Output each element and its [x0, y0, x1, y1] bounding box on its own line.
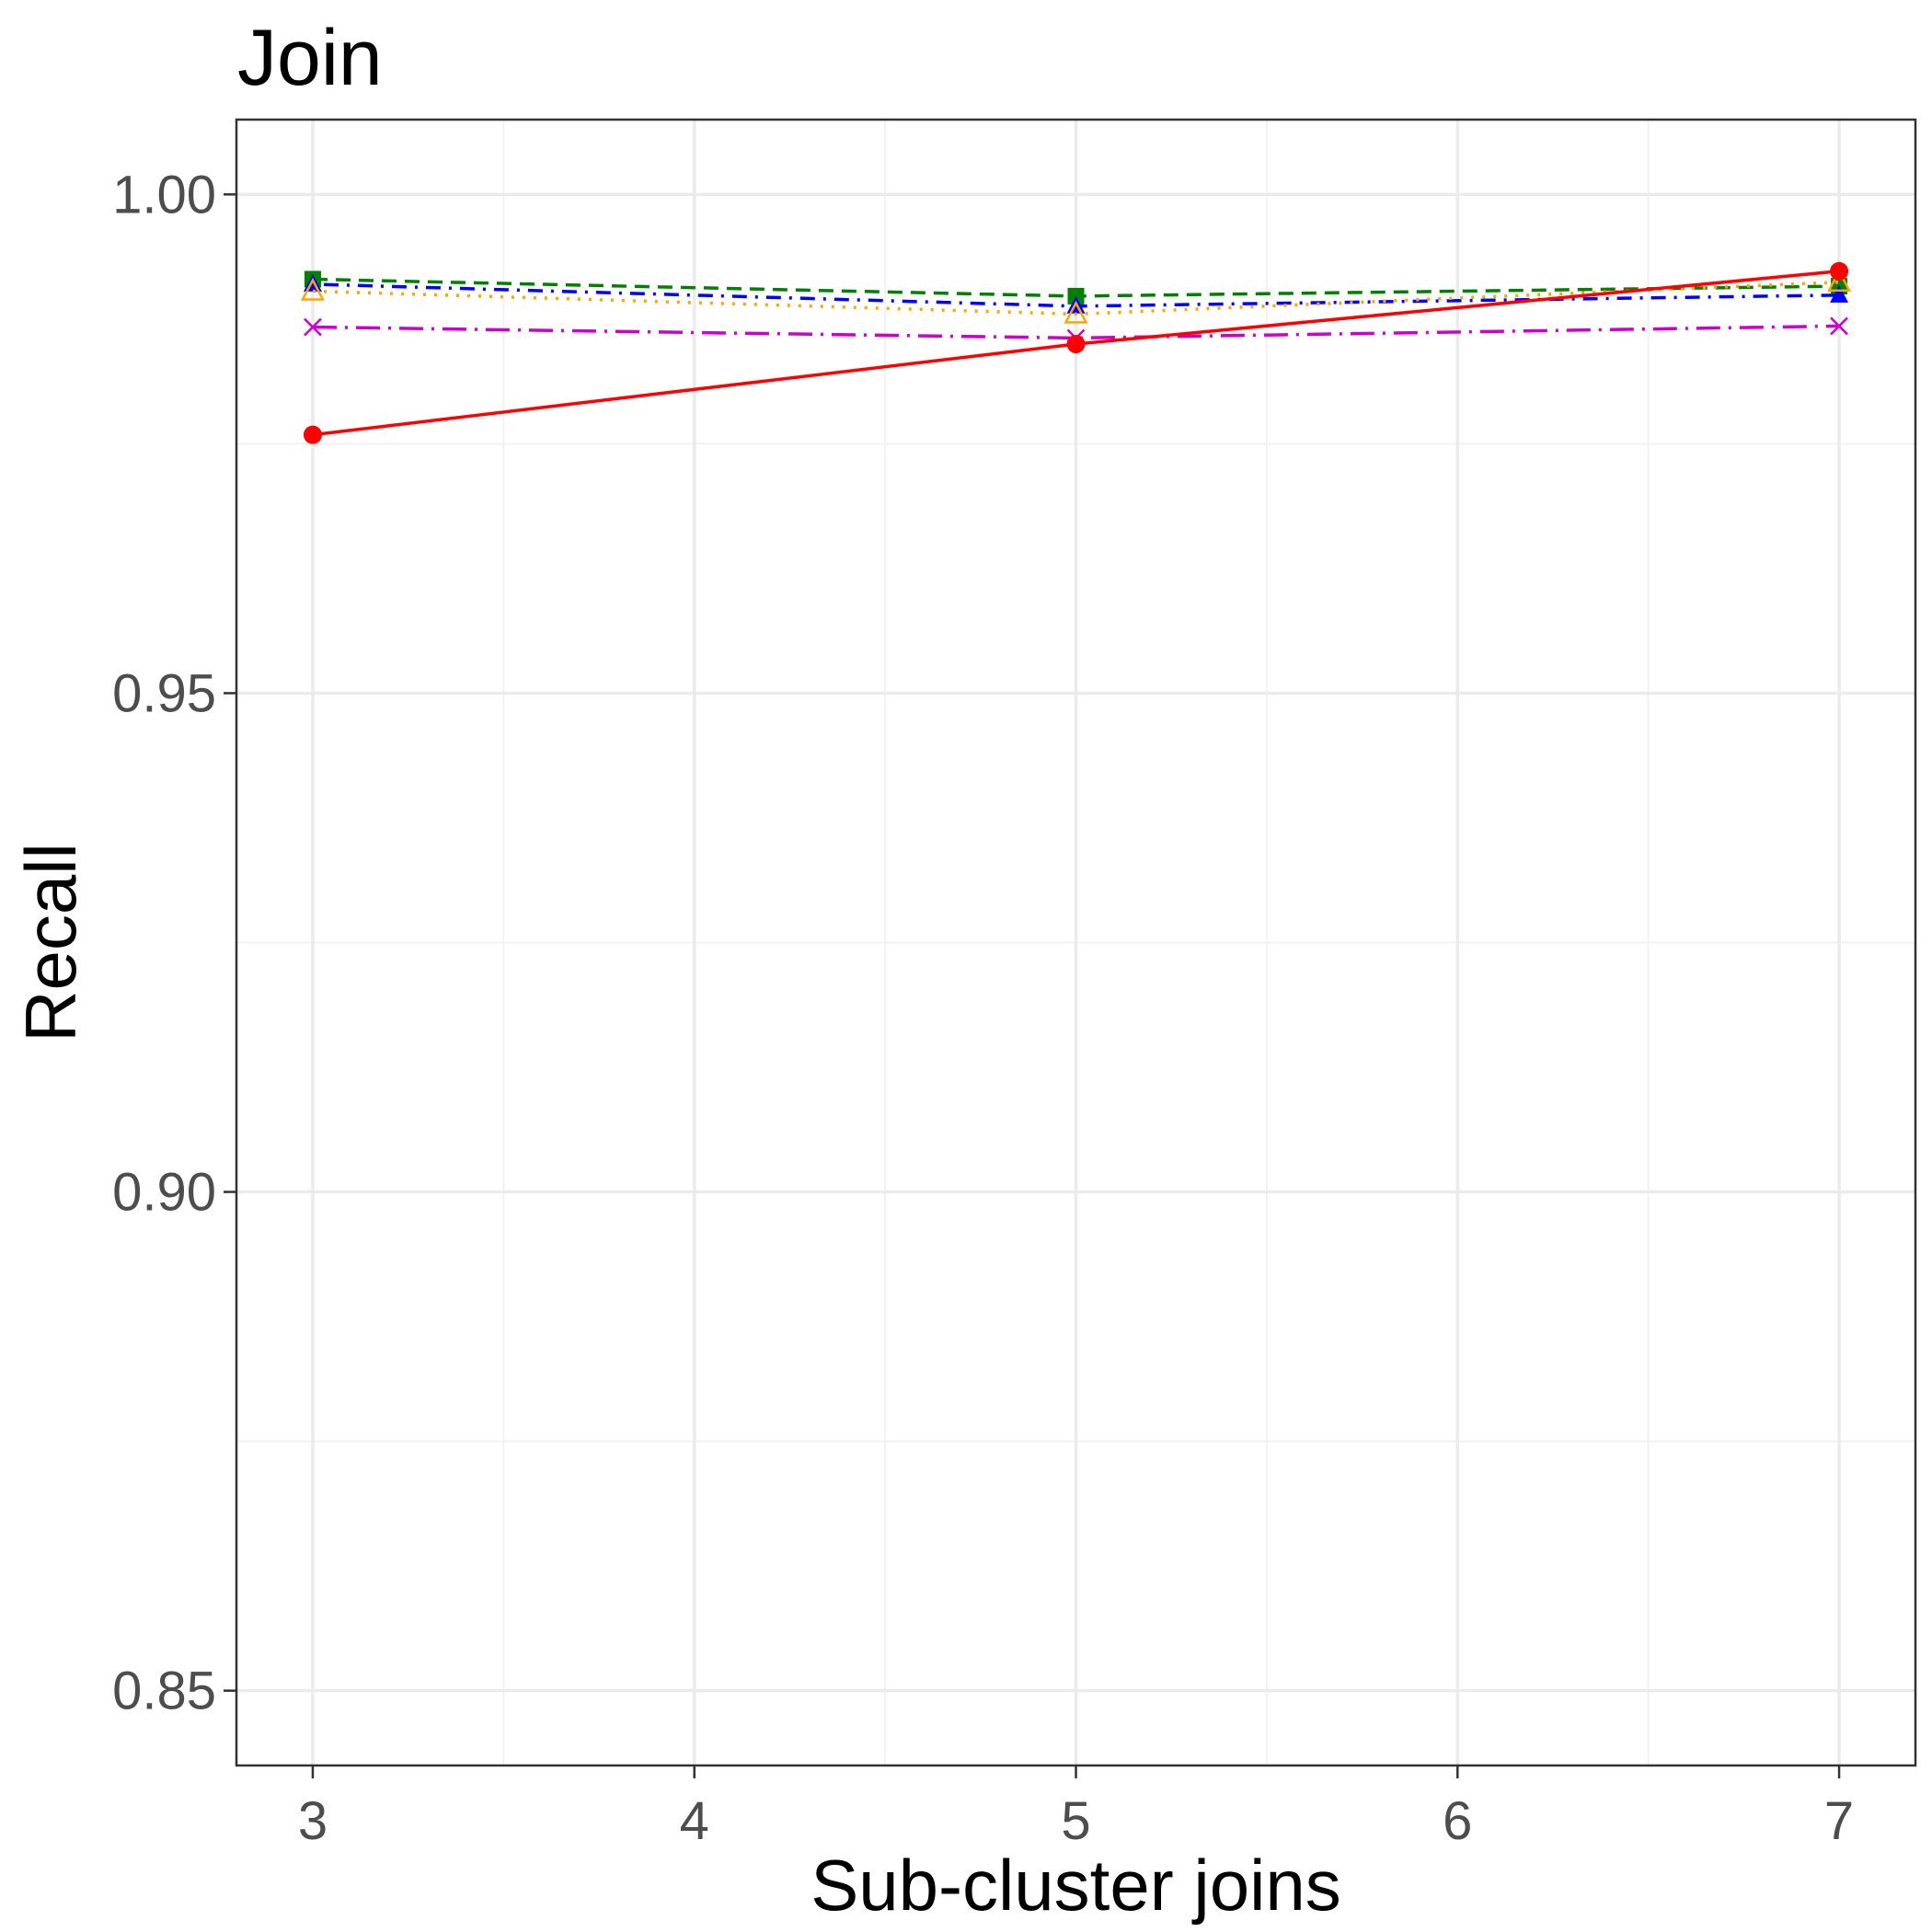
series-2 [300, 269, 1852, 324]
series-line [312, 280, 1840, 316]
data-point [1830, 316, 1848, 336]
data-point [1066, 334, 1086, 353]
x-tick-label: 6 [1443, 1791, 1472, 1851]
data-point [1826, 269, 1852, 292]
x-tick-label: 3 [298, 1791, 328, 1851]
x-tick-label: 7 [1824, 1791, 1854, 1851]
data-point [300, 277, 326, 301]
data-point [1830, 284, 1849, 303]
y-tick-label: 0.90 [112, 1163, 216, 1223]
y-axis-title: Recall [10, 843, 91, 1042]
x-tick-label: 5 [1061, 1791, 1090, 1851]
data-point [1064, 300, 1088, 324]
data-point [303, 425, 322, 444]
data-point [1830, 261, 1849, 281]
x-axis-title: Sub-cluster joins [811, 1845, 1341, 1926]
series-group [300, 261, 1852, 444]
x-tick-label: 4 [680, 1791, 709, 1851]
axis-ticks: 3 4 5 6 7 0.85 0.90 0.95 1.00 [112, 165, 1854, 1851]
grid [236, 120, 1915, 1765]
data-point [304, 317, 322, 337]
series-line [312, 324, 1840, 340]
series-4 [303, 261, 1849, 444]
y-tick-label: 1.00 [112, 165, 216, 224]
chart-title: Join [237, 14, 383, 102]
y-tick-label: 0.95 [112, 663, 216, 723]
y-tick-label: 0.85 [112, 1662, 216, 1721]
